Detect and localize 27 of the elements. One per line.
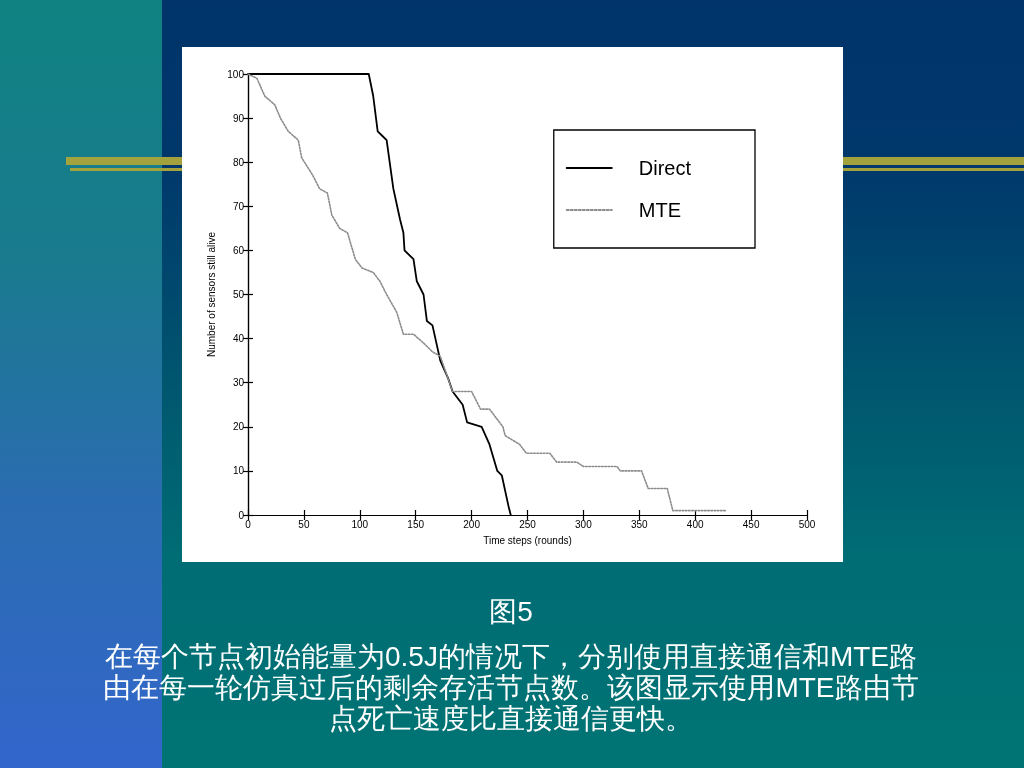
y-tick-label: 60 — [232, 244, 245, 256]
line-series — [247, 73, 728, 512]
x-tick-label: 350 — [630, 518, 649, 530]
y-tick-label: 100 — [227, 68, 245, 80]
y-tick-label: 90 — [232, 112, 245, 124]
x-tick-label: 500 — [798, 518, 816, 530]
y-tick-label: 50 — [232, 289, 245, 300]
x-axis-title: Time steps (rounds) — [483, 534, 572, 546]
x-tick-label: 150 — [407, 518, 425, 530]
y-tick-label: 10 — [232, 465, 245, 477]
caption: 图5 — [488, 596, 534, 627]
x-tick-label: 200 — [463, 518, 481, 530]
y-axis-title: Number of sensors still alive — [205, 231, 217, 358]
x-tick-label: 250 — [519, 518, 537, 530]
x-tick-label: 100 — [351, 518, 369, 530]
text: 在每个节点初始能量为0.5J的情况下，分别使用直接通信和MTE路由在每一轮仿真过后的剩余存活节点数。该图显示使用MTE路由节点死亡速度比直接通信更快。 — [102, 641, 920, 734]
legend-label: Direct — [638, 157, 692, 179]
y-tick-label: 70 — [232, 200, 245, 212]
legend-label: MTE — [638, 199, 681, 221]
y-tick-label: 20 — [232, 421, 245, 433]
y-tick-label: 40 — [232, 333, 245, 345]
y-tick-label: 80 — [232, 156, 245, 168]
x-tick-label: 50 — [298, 518, 310, 530]
x-tick-label: 450 — [742, 518, 760, 530]
x-tick-label: 400 — [686, 518, 704, 530]
y-tick-label: 30 — [232, 377, 245, 389]
x-tick-label: 300 — [575, 518, 593, 530]
